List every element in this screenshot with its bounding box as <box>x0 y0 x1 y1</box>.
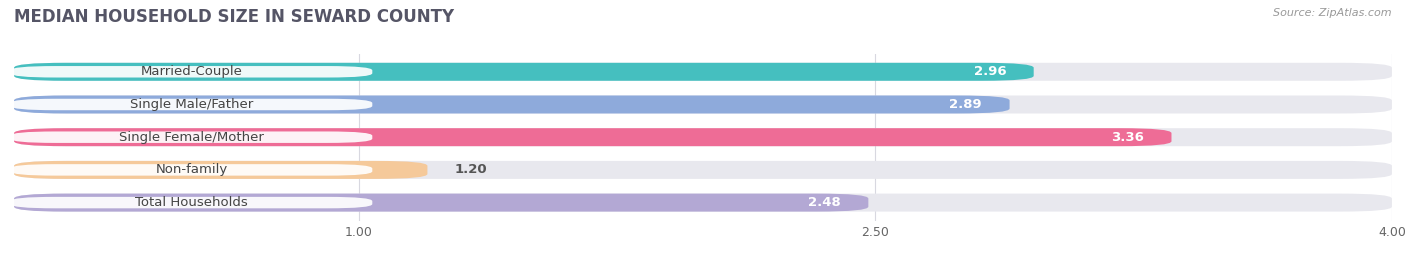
FancyBboxPatch shape <box>11 164 373 176</box>
Text: Single Female/Mother: Single Female/Mother <box>120 131 264 144</box>
FancyBboxPatch shape <box>14 194 869 212</box>
Text: Married-Couple: Married-Couple <box>141 65 242 78</box>
FancyBboxPatch shape <box>14 194 1392 212</box>
FancyBboxPatch shape <box>11 132 373 143</box>
Text: MEDIAN HOUSEHOLD SIZE IN SEWARD COUNTY: MEDIAN HOUSEHOLD SIZE IN SEWARD COUNTY <box>14 8 454 26</box>
FancyBboxPatch shape <box>11 197 373 208</box>
Text: 2.96: 2.96 <box>973 65 1007 78</box>
Text: Source: ZipAtlas.com: Source: ZipAtlas.com <box>1274 8 1392 18</box>
FancyBboxPatch shape <box>14 95 1392 114</box>
FancyBboxPatch shape <box>14 161 427 179</box>
Text: Total Households: Total Households <box>135 196 247 209</box>
Text: Single Male/Father: Single Male/Father <box>129 98 253 111</box>
FancyBboxPatch shape <box>14 128 1171 146</box>
Text: Non-family: Non-family <box>155 163 228 176</box>
Text: 3.36: 3.36 <box>1111 131 1144 144</box>
FancyBboxPatch shape <box>11 99 373 110</box>
FancyBboxPatch shape <box>14 161 1392 179</box>
Text: 2.48: 2.48 <box>808 196 841 209</box>
FancyBboxPatch shape <box>14 63 1033 81</box>
Text: 2.89: 2.89 <box>949 98 981 111</box>
FancyBboxPatch shape <box>14 95 1010 114</box>
FancyBboxPatch shape <box>14 63 1392 81</box>
Text: 1.20: 1.20 <box>456 163 488 176</box>
FancyBboxPatch shape <box>14 128 1392 146</box>
FancyBboxPatch shape <box>11 66 373 77</box>
